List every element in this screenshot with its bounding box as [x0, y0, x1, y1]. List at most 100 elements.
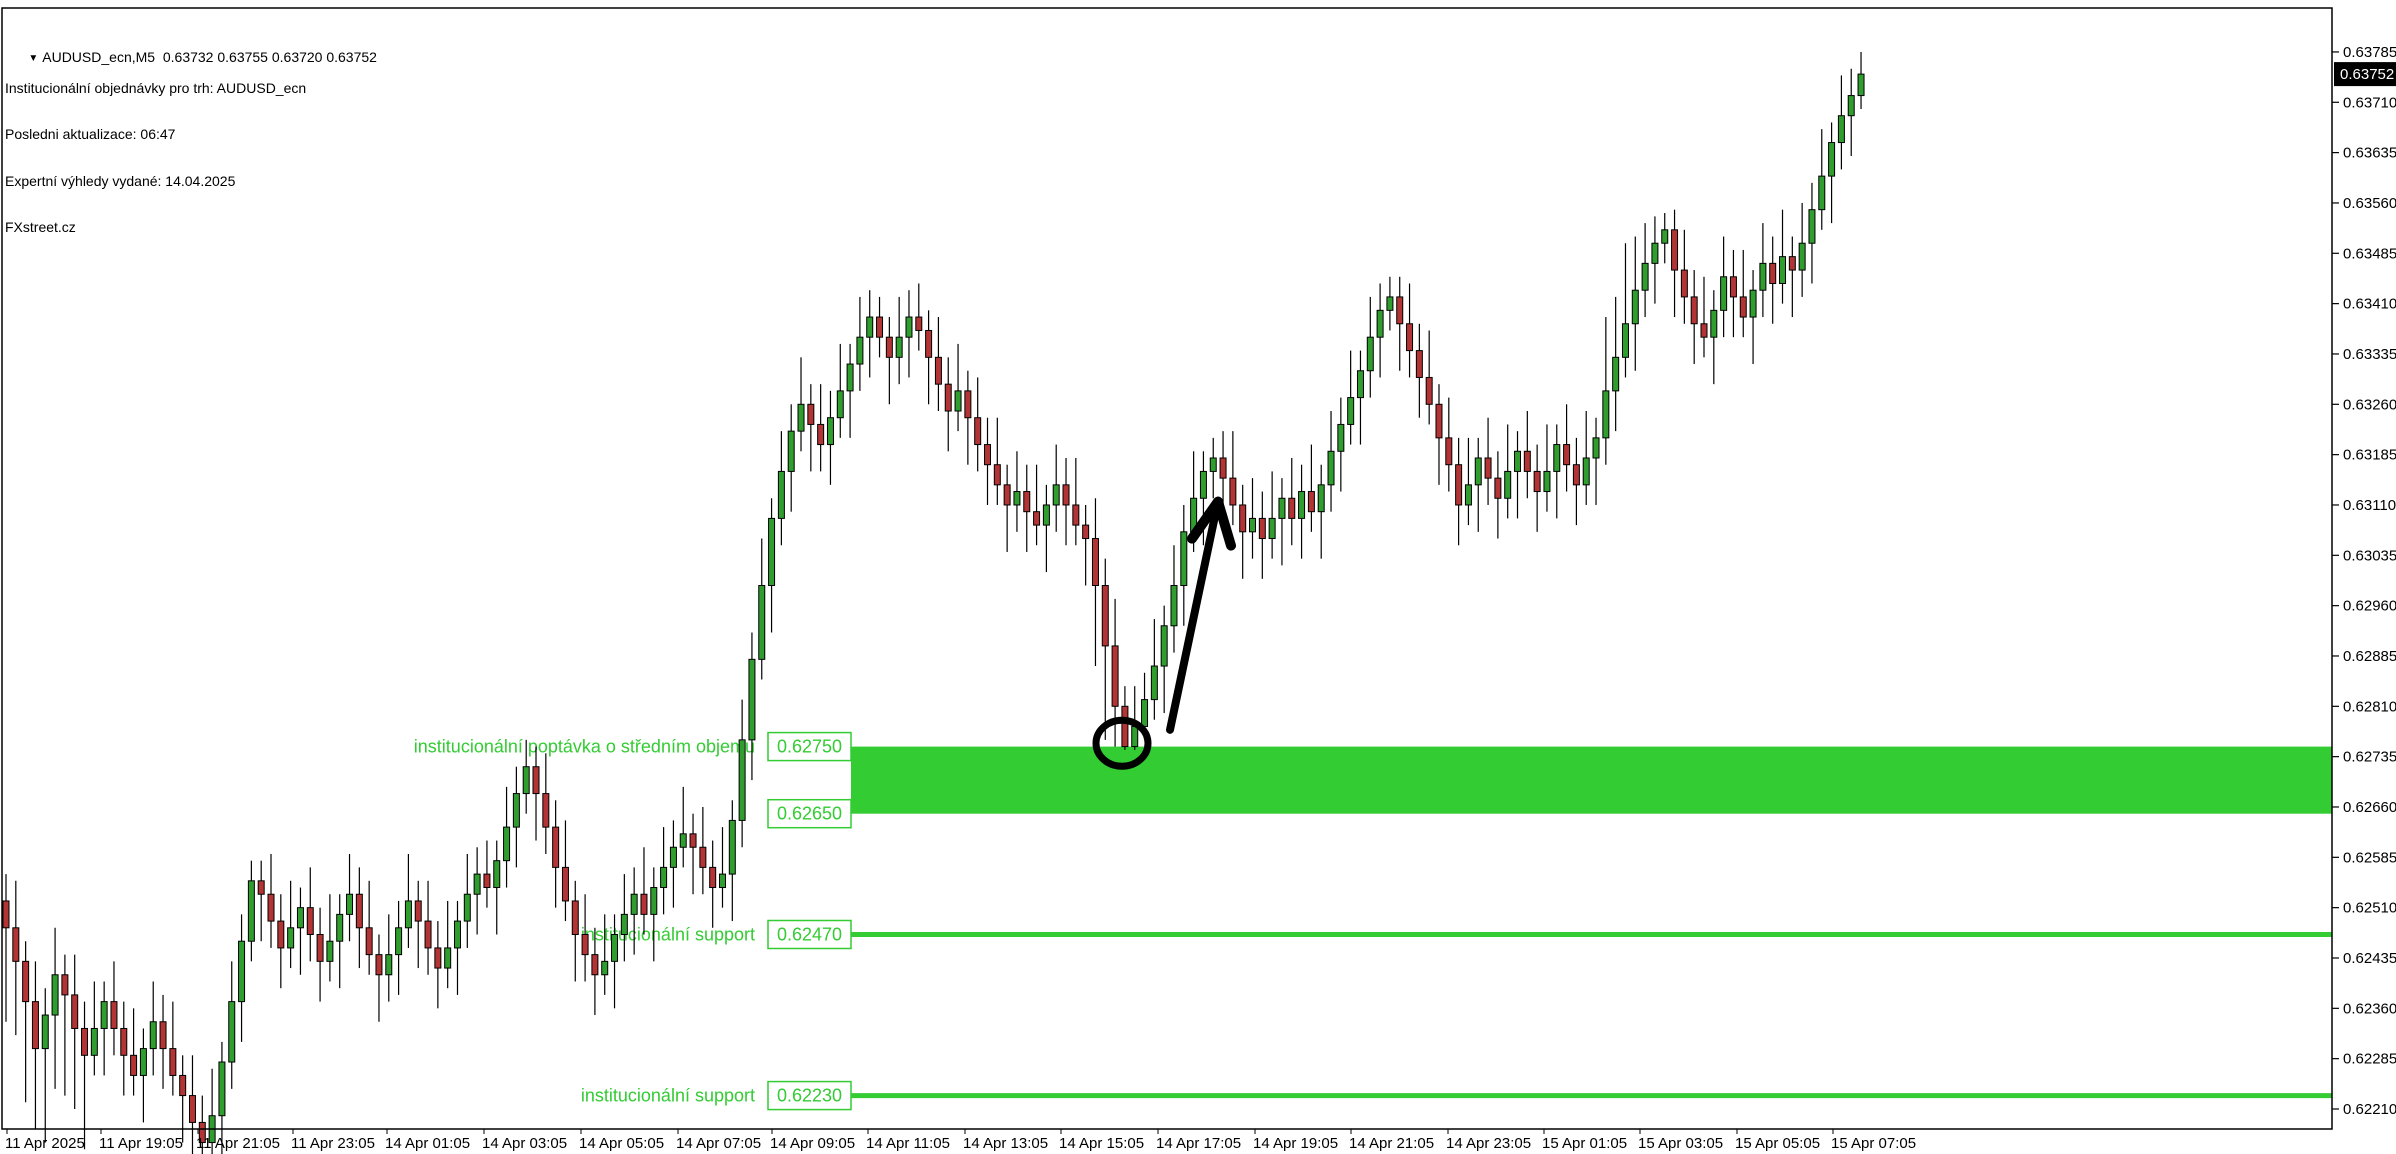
price-tick-label: 0.62360 — [2343, 1000, 2396, 1017]
time-axis[interactable]: 11 Apr 2025 11 Apr 19:05 11 Apr 21:05 11 Ap… — [5, 1129, 1916, 1152]
candle-15 — [149, 981, 157, 1076]
candle-110 — [1082, 504, 1090, 586]
ohlc-quote-label: 0.63732 0.63755 0.63720 0.63752 — [162, 48, 377, 65]
price-box — [767, 919, 852, 950]
candle-153 — [1504, 424, 1512, 519]
time-tick-label: 15 Apr 03:05 — [1638, 1135, 1723, 1152]
price-tick-label: 0.62960 — [2343, 598, 2396, 615]
candle-28 — [277, 894, 285, 989]
candle-80 — [787, 404, 795, 512]
candle-177 — [1739, 249, 1747, 338]
candle-43 — [424, 880, 432, 975]
price-box-value: 0.62650 — [777, 804, 842, 824]
candle-10 — [100, 981, 108, 1076]
candle-112 — [1101, 558, 1109, 740]
candle-168 — [1651, 216, 1659, 304]
candle-62 — [611, 914, 619, 1009]
candle-90 — [885, 317, 893, 405]
price-tick-label: 0.62585 — [2343, 849, 2396, 866]
candle-111 — [1091, 498, 1099, 667]
candle-0 — [2, 874, 10, 1022]
candle-83 — [817, 384, 825, 472]
candle-74 — [728, 800, 736, 922]
candle-29 — [287, 880, 295, 969]
candle-51 — [503, 786, 511, 888]
price-box-value: 0.62750 — [777, 737, 842, 757]
candle-132 — [1298, 464, 1306, 559]
candle-67 — [660, 827, 668, 915]
demand-zone-rect[interactable] — [851, 746, 2332, 814]
candle-144 — [1415, 323, 1423, 418]
time-tick-label: 14 Apr 21:05 — [1349, 1135, 1434, 1152]
candle-142 — [1396, 276, 1404, 371]
candle-140 — [1376, 283, 1384, 378]
candle-46 — [453, 900, 461, 995]
candle-48 — [473, 847, 481, 935]
candle-60 — [591, 927, 599, 1016]
candle-171 — [1680, 229, 1688, 324]
price-tick-label: 0.63485 — [2343, 245, 2396, 262]
candle-9 — [90, 981, 98, 1076]
candle-183 — [1798, 202, 1806, 297]
candle-81 — [797, 357, 805, 452]
price-tick-label: 0.62210 — [2343, 1101, 2396, 1118]
time-tick-label: 14 Apr 13:05 — [963, 1135, 1048, 1152]
price-box-value: 0.62230 — [777, 1086, 842, 1106]
candle-104 — [1023, 464, 1031, 552]
candle-45 — [444, 900, 452, 989]
candle-86 — [846, 343, 854, 438]
candle-106 — [1042, 484, 1050, 573]
candle-55 — [542, 753, 550, 854]
candle-38 — [375, 934, 383, 1022]
time-tick-label: 15 Apr 01:05 — [1542, 1135, 1627, 1152]
price-tick-label: 0.63335 — [2343, 346, 2396, 363]
candle-127 — [1249, 478, 1257, 559]
candle-170 — [1671, 209, 1679, 318]
candle-187 — [1837, 75, 1845, 170]
candle-56 — [552, 800, 560, 908]
hand-drawings — [1092, 496, 1236, 770]
time-tick-label: 14 Apr 07:05 — [676, 1135, 761, 1152]
candle-180 — [1769, 236, 1777, 324]
candle-115 — [1131, 686, 1139, 750]
price-tick-label: 0.63410 — [2343, 296, 2396, 313]
up-arrow-shaft[interactable] — [1166, 497, 1222, 734]
candle-54 — [532, 746, 540, 841]
candle-137 — [1347, 350, 1355, 445]
candle-152 — [1494, 451, 1502, 539]
time-tick-label: 14 Apr 19:05 — [1253, 1135, 1338, 1152]
candle-70 — [689, 813, 697, 895]
candle-100 — [984, 417, 991, 505]
candle-188 — [1847, 68, 1855, 156]
current-price-tag: 0.63752 — [2334, 62, 2396, 87]
candle-32 — [316, 907, 324, 1002]
price-axis[interactable]: 0.63785 0.63710 0.63635 0.63560 0.63485 0.634… — [2332, 44, 2396, 1118]
candle-123 — [1209, 437, 1217, 499]
price-tick-label: 0.62435 — [2343, 950, 2396, 967]
candle-50 — [493, 840, 501, 935]
candle-131 — [1288, 457, 1296, 546]
candle-165 — [1621, 243, 1629, 378]
candle-78 — [768, 498, 776, 633]
time-tick-label: 15 Apr 07:05 — [1831, 1135, 1916, 1152]
candle-5 — [51, 927, 59, 1089]
candle-108 — [1062, 457, 1070, 546]
candle-162 — [1592, 417, 1600, 505]
price-tick-label: 0.62510 — [2343, 900, 2396, 917]
fxstreet-credit-label: FXstreet.cz — [5, 219, 76, 235]
candle-36 — [355, 867, 363, 969]
candle-59 — [581, 894, 589, 982]
candle-27 — [267, 853, 275, 948]
price-box — [767, 1080, 852, 1111]
candle-64 — [630, 867, 638, 955]
candle-92 — [905, 290, 913, 378]
candle-99 — [974, 377, 982, 472]
candle-163 — [1602, 317, 1610, 465]
symbol-dropdown-icon[interactable]: ▼ — [28, 52, 39, 64]
time-tick-label: 14 Apr 05:05 — [579, 1135, 664, 1152]
demand-zone-labels: institucionální poptávka o středním obje… — [414, 731, 852, 829]
current-price-value: 0.63752 — [2340, 66, 2394, 83]
candle-85 — [836, 343, 844, 438]
entry-circle-annotation[interactable] — [1092, 716, 1152, 770]
